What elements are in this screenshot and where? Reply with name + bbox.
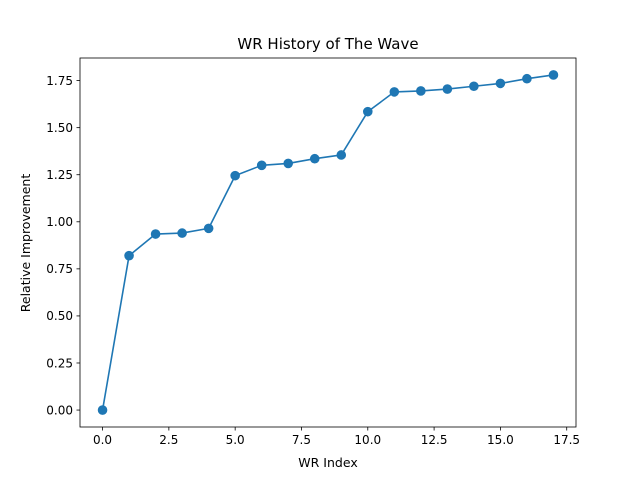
chart-title: WR History of The Wave: [237, 35, 418, 53]
y-tick-label: 1.25: [46, 168, 73, 182]
y-axis-ticks: 0.00 0.25 0.50 0.75 1.00 1.25 1.50 1.75: [46, 74, 80, 417]
data-point: [389, 87, 400, 97]
data-point: [442, 84, 453, 94]
data-point: [97, 405, 108, 415]
data-point: [522, 73, 532, 84]
y-tick-label: 0.50: [46, 309, 73, 323]
data-point: [150, 229, 161, 239]
data-point: [203, 223, 214, 234]
x-axis-label: WR Index: [298, 455, 357, 470]
y-tick-label: 1.75: [46, 74, 73, 88]
y-axis-label: Relative Improvement: [18, 174, 33, 313]
x-tick-label: 5.0: [226, 433, 245, 447]
y-tick-label: 1.50: [46, 121, 73, 135]
data-point: [336, 150, 347, 160]
data-point: [283, 158, 294, 169]
data-point: [416, 86, 426, 96]
y-tick-label: 0.00: [46, 403, 73, 417]
x-tick-label: 2.5: [159, 433, 178, 447]
data-point: [256, 160, 267, 171]
data-point: [177, 228, 187, 238]
x-tick-label: 12.5: [421, 433, 448, 447]
data-point: [230, 170, 240, 181]
data-point: [548, 70, 559, 80]
data-point: [124, 250, 134, 261]
plot-frame: [79, 57, 577, 428]
data-point: [469, 81, 479, 92]
x-tick-label: 15.0: [487, 433, 514, 447]
x-tick-label: 10.0: [354, 433, 381, 447]
x-tick-label: 0.0: [93, 433, 112, 447]
x-tick-label: 7.5: [292, 433, 311, 447]
y-tick-label: 1.00: [46, 215, 73, 229]
x-tick-label: 17.5: [553, 433, 580, 447]
y-tick-label: 0.25: [46, 356, 73, 370]
plot-area: [79, 57, 577, 428]
data-point: [309, 153, 320, 164]
data-point: [495, 78, 506, 89]
series-layer: [97, 70, 559, 415]
data-point: [362, 106, 373, 117]
y-tick-label: 0.75: [46, 262, 73, 276]
x-axis-ticks: 0.0 2.5 5.0 7.5 10.0 12.5 15.0 17.5: [93, 427, 580, 447]
